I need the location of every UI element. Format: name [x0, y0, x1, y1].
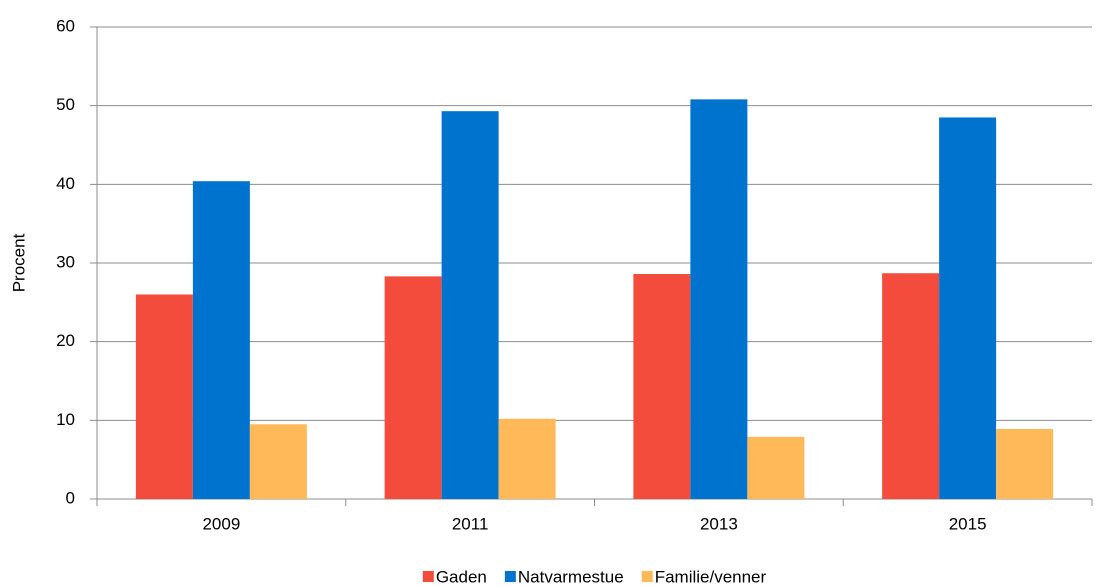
y-tick-label: 0: [66, 488, 75, 507]
x-tick-label: 2015: [949, 514, 987, 533]
bar: [633, 274, 691, 499]
y-tick-label: 50: [56, 95, 75, 114]
bar: [996, 428, 1054, 499]
bar: [747, 436, 805, 499]
bar: [192, 181, 250, 500]
legend-label: Gaden: [436, 567, 487, 586]
bar: [135, 294, 193, 499]
legend-swatch: [422, 571, 434, 582]
y-tick-label: 40: [56, 174, 75, 193]
legend: Gaden Natvarmestue Familie/venner: [422, 567, 767, 586]
legend-swatch: [641, 571, 653, 582]
bar: [249, 424, 307, 499]
legend-swatch: [504, 571, 516, 582]
x-tick-label: 2011: [452, 514, 489, 533]
y-axis-label: Procent: [9, 233, 28, 292]
x-tick-label: 2013: [700, 514, 738, 533]
bar: [498, 418, 556, 499]
bar: [690, 99, 748, 499]
legend-label: Familie/venner: [655, 567, 767, 586]
y-tick-label: 60: [56, 16, 75, 35]
y-tick-label: 30: [56, 252, 75, 271]
bar: [384, 276, 442, 499]
x-tick-label: 2009: [202, 514, 240, 533]
bar: [441, 111, 499, 499]
y-tick-label: 10: [56, 410, 75, 429]
bar: [939, 117, 997, 499]
bar: [882, 273, 940, 499]
legend-label: Natvarmestue: [518, 567, 624, 586]
y-tick-label: 20: [56, 331, 75, 350]
